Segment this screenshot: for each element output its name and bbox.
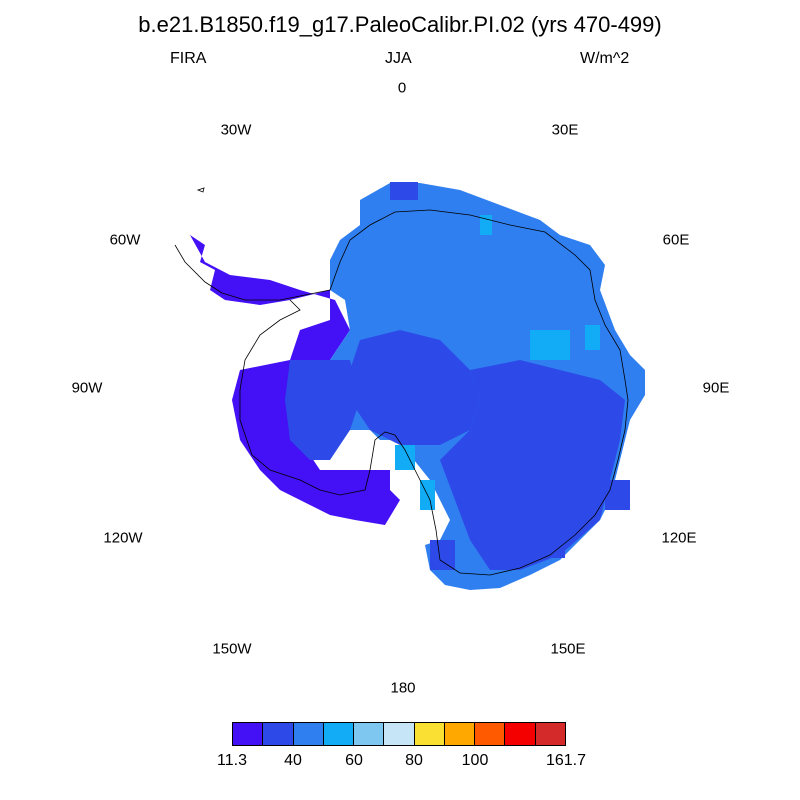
lon-label-180: 180 [390, 679, 416, 697]
field-pole-region [350, 330, 480, 445]
lon-label-60w: 60W [109, 231, 141, 249]
cyan-patch-4 [395, 445, 415, 470]
lon-label-60e: 60E [662, 231, 690, 249]
colorbar-label-40: 40 [284, 752, 302, 769]
colorbar-label-min: 11.3 [217, 752, 247, 769]
colorbar-swatch [354, 723, 385, 745]
colorbar-swatch [323, 723, 355, 745]
colorbar-swatch [475, 723, 506, 745]
lon-label-30w: 30W [220, 121, 252, 139]
lon-label-150w: 150W [212, 640, 252, 658]
edge-patch-5 [345, 470, 390, 505]
season-label: JJA [385, 50, 412, 67]
colorbar-swatch [505, 723, 536, 745]
cyan-patch-1 [530, 330, 570, 360]
units-label: W/m^2 [580, 50, 630, 67]
lon-label-90w: 90W [71, 379, 103, 397]
field-east-dark [440, 360, 625, 570]
antarctica-field [190, 182, 645, 590]
lon-label-0: 0 [397, 79, 407, 97]
variable-label: FIRA [170, 50, 207, 67]
field-west-mid [285, 360, 360, 460]
lon-label-120e: 120E [661, 529, 697, 547]
island-outline [196, 187, 205, 193]
lon-label-30e: 30E [551, 121, 579, 139]
colorbar-swatch [233, 723, 264, 745]
colorbar [232, 722, 566, 746]
edge-patch-3 [605, 480, 630, 510]
edge-patch-1 [390, 182, 418, 200]
colorbar-label-60: 60 [345, 752, 363, 769]
colorbar-swatch [444, 723, 476, 745]
lon-label-90e: 90E [702, 379, 730, 397]
coastline [174, 209, 629, 576]
map-title: b.e21.B1850.f19_g17.PaleoCalibr.PI.02 (y… [138, 12, 662, 37]
colorbar-label-100: 100 [461, 752, 489, 769]
colorbar-label-80: 80 [405, 752, 423, 769]
lon-label-120w: 120W [103, 529, 143, 547]
cyan-patch-2 [585, 325, 600, 350]
edge-patch-4 [430, 540, 455, 570]
colorbar-swatch [384, 723, 415, 745]
colorbar-label-max: 161.7 [545, 752, 587, 769]
colorbar-swatch [293, 723, 324, 745]
colorbar-swatch [535, 723, 565, 745]
lon-label-150e: 150E [550, 640, 586, 658]
colorbar-swatch [263, 723, 294, 745]
colorbar-swatch [414, 723, 445, 745]
